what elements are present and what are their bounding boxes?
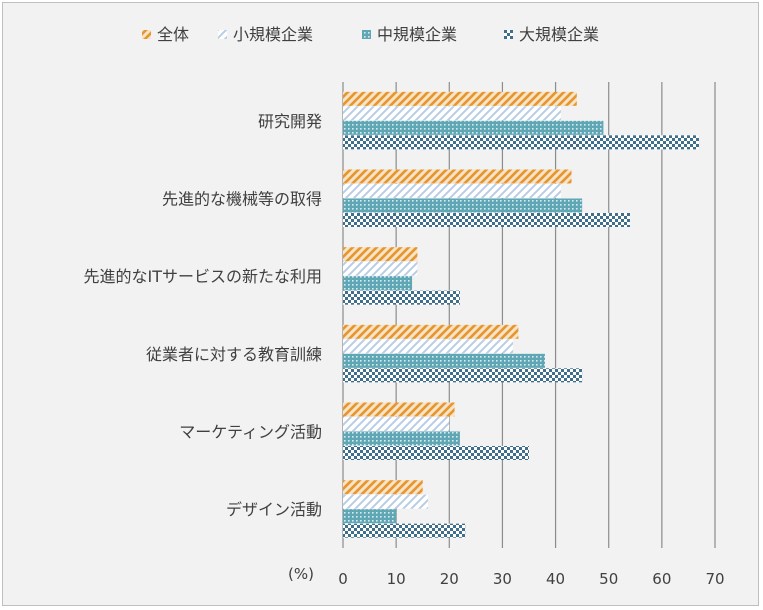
- x-tick-label: 10: [387, 570, 406, 588]
- bar: [343, 509, 397, 524]
- bar: [343, 261, 418, 276]
- bar: [343, 494, 429, 509]
- legend: 全体 小規模企業 中規模企業 大規模企業: [142, 25, 599, 44]
- bar: [343, 290, 460, 305]
- bar: [343, 523, 466, 538]
- unit-label: (%): [288, 565, 314, 583]
- category-label: 研究開発: [258, 112, 322, 131]
- bar: [343, 184, 561, 198]
- category-label: デザイン活動: [226, 500, 322, 519]
- bar: [343, 106, 561, 121]
- category-label: マーケティング活動: [179, 423, 322, 442]
- x-tick-label: 40: [546, 570, 565, 588]
- legend-swatch: [142, 30, 151, 39]
- bar: [343, 169, 572, 184]
- category-labels: 研究開発先進的な機械等の取得先進的なITサービスの新たな利用従業者に対する教育訓…: [84, 112, 323, 519]
- bar: [343, 402, 455, 417]
- category-label: 先進的な機械等の取得: [162, 190, 322, 209]
- x-tick-label: 50: [599, 570, 618, 588]
- bar: [343, 417, 450, 431]
- legend-swatch: [504, 30, 513, 39]
- x-tick-label: 30: [493, 570, 512, 588]
- legend-label: 中規模企業: [377, 25, 457, 44]
- bar: [343, 276, 413, 291]
- bar: [343, 91, 577, 106]
- bar: [343, 135, 700, 150]
- category-label: 従業者に対する教育訓練: [146, 345, 322, 364]
- bar: [343, 446, 529, 460]
- legend-swatch: [362, 30, 371, 39]
- x-tick-label: 60: [652, 570, 671, 588]
- legend-swatch: [218, 30, 227, 39]
- x-tick-label: 20: [440, 570, 459, 588]
- x-tick-label: 70: [705, 570, 724, 588]
- grid: [342, 82, 716, 548]
- bar: [343, 431, 460, 446]
- bar: [343, 339, 514, 354]
- x-tick-labels: 0 10 20 30 40 50 60 70: [338, 570, 724, 588]
- x-tick-label: 0: [338, 570, 348, 588]
- bar: [343, 368, 583, 383]
- bars: [343, 91, 700, 538]
- bar: [343, 324, 519, 339]
- category-label: 先進的なITサービスの新たな利用: [84, 267, 323, 286]
- bar: [343, 480, 423, 495]
- legend-label: 全体: [157, 25, 189, 44]
- bar: [343, 353, 545, 368]
- bar: [343, 247, 418, 262]
- bar: [343, 213, 630, 227]
- bar: [343, 198, 583, 213]
- legend-label: 大規模企業: [519, 25, 599, 44]
- legend-label: 小規模企業: [233, 25, 313, 44]
- bar: [343, 120, 604, 135]
